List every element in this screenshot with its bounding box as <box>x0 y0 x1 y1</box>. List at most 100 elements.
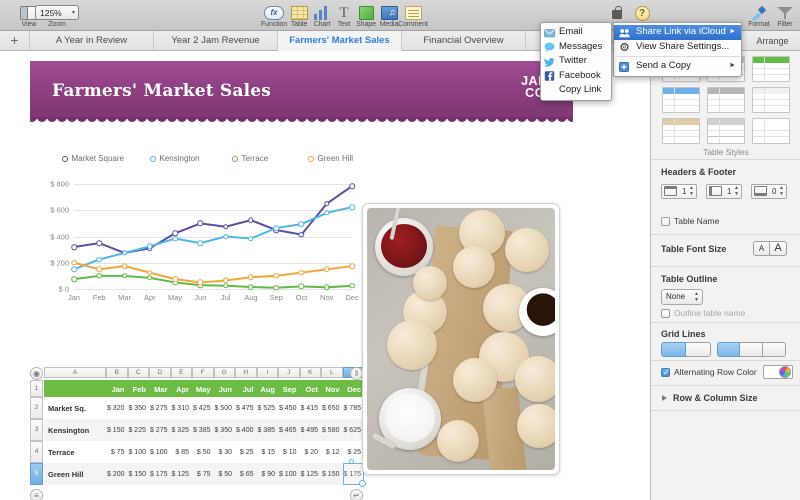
menu-item-copy-link[interactable]: Copy Link <box>541 83 611 98</box>
table-column-header-B[interactable]: B <box>106 367 128 378</box>
table-row[interactable] <box>44 397 364 419</box>
table-cell[interactable]: $ 85 <box>175 449 189 456</box>
table-cell[interactable]: $ 275 <box>149 427 168 434</box>
table-cell[interactable]: $ 350 <box>128 405 146 412</box>
table-cell[interactable]: $ 225 <box>128 427 146 434</box>
sheet-tab-farmers-market-sales[interactable]: Farmers' Market Sales <box>278 31 402 51</box>
font-size-increase-button[interactable]: A <box>770 241 787 256</box>
sidebar-tab-arrange[interactable]: Arrange <box>756 36 789 46</box>
table-outline-select[interactable]: None ▲ ▼ <box>661 289 703 305</box>
table-row-header-4[interactable]: 4 <box>30 441 43 463</box>
table-column-header-K[interactable]: K <box>299 367 321 378</box>
table-header-cell[interactable]: Feb <box>132 385 146 394</box>
table-cell[interactable]: $ 12 <box>325 449 340 456</box>
table-cell[interactable]: $ 100 <box>149 449 168 456</box>
table-header-cell[interactable]: Jul <box>242 385 254 394</box>
table-cell[interactable]: $ 150 <box>321 471 340 478</box>
table-cell[interactable]: $ 475 <box>235 405 254 412</box>
menu-item-send-a-copy[interactable]: Send a Copy ► <box>614 59 741 74</box>
table-header-cell[interactable]: Sep <box>282 385 297 394</box>
zoom-value[interactable]: 125% <box>35 5 79 20</box>
grid-inner-vertical-button[interactable] <box>740 342 763 357</box>
sheet-tab-financial-overview[interactable]: Financial Overview <box>402 31 526 51</box>
table-cell[interactable]: $ 415 <box>300 405 318 412</box>
line-chart[interactable]: Market Square Kensington Terrace Green Hill… <box>30 149 360 364</box>
outline-table-name-checkbox[interactable] <box>661 309 670 318</box>
table-cell[interactable]: $ 150 <box>128 471 146 478</box>
table-name-checkbox[interactable] <box>661 217 670 226</box>
table-cell[interactable]: $ 100 <box>128 449 146 456</box>
table-cell[interactable]: $ 450 <box>278 405 297 412</box>
table-header-cell[interactable]: Dec <box>347 385 361 394</box>
table-cell[interactable]: $ 100 <box>278 471 297 478</box>
table-cell[interactable]: $ 350 <box>214 427 232 434</box>
table-header-cell[interactable]: Mar <box>154 385 168 394</box>
selection-handle[interactable] <box>349 459 355 464</box>
grid-none-button[interactable] <box>763 342 786 357</box>
header-cols-arrows[interactable]: ▲ ▼ <box>734 185 739 197</box>
disclosure-triangle-icon[interactable] <box>662 395 667 401</box>
media-button[interactable]: Media <box>368 6 410 29</box>
table-cell[interactable]: $ 400 <box>235 427 254 434</box>
filter-button[interactable]: Filter <box>772 6 798 29</box>
format-button[interactable]: Format <box>746 6 772 29</box>
table-row-label[interactable]: Market Sq. <box>48 404 86 413</box>
table-row-header-3[interactable]: 3 <box>30 419 43 441</box>
table-cell[interactable]: $ 50 <box>196 449 211 456</box>
table-column-header-C[interactable]: C <box>127 367 149 378</box>
table-header-cell[interactable]: Oct <box>305 385 318 394</box>
table-row[interactable] <box>44 463 364 485</box>
jam-cookies-photo[interactable] <box>362 203 560 475</box>
table-style-thumb-9[interactable] <box>752 118 790 144</box>
table-row-header-1[interactable]: 1 <box>30 380 43 397</box>
table-cell[interactable]: $ 25 <box>347 449 361 456</box>
table-cell[interactable]: $ 500 <box>214 405 232 412</box>
table-row-label[interactable]: Green Hill <box>48 470 84 479</box>
table-cell[interactable]: $ 20 <box>304 449 318 456</box>
menu-item-twitter[interactable]: Twitter <box>541 54 611 69</box>
table-style-thumb-8[interactable] <box>707 118 745 144</box>
table-style-thumb-6[interactable] <box>752 87 790 113</box>
grid-vertical-button[interactable] <box>686 342 711 357</box>
table-cell[interactable]: $ 425 <box>192 405 211 412</box>
table-cell[interactable]: $ 625 <box>343 427 361 434</box>
menu-item-view-share-settings[interactable]: View Share Settings... <box>614 40 741 55</box>
table-header-cell[interactable]: Jun <box>218 385 232 394</box>
title-banner[interactable]: Farmers' Market Sales JAM CO <box>30 61 573 119</box>
table-cell[interactable]: $ 10 <box>282 449 297 456</box>
table-row-label[interactable]: Kensington <box>48 426 90 435</box>
color-wheel-icon[interactable] <box>779 366 791 378</box>
add-row-col-knob[interactable]: ◉ <box>30 367 43 380</box>
data-table[interactable]: ABCDEFGHIJKLM12345JanFebMarAprMayJunJulA… <box>30 367 366 500</box>
table-column-header-D[interactable]: D <box>149 367 171 378</box>
table-cell[interactable]: $ 785 <box>343 405 361 412</box>
comment-button[interactable]: Comment <box>390 6 436 29</box>
table-cell[interactable]: $ 275 <box>149 405 168 412</box>
table-column-header-H[interactable]: H <box>235 367 257 378</box>
table-cell[interactable]: $ 650 <box>321 405 340 412</box>
table-cell[interactable]: $ 30 <box>218 449 232 456</box>
table-cell[interactable]: $ 320 <box>106 405 125 412</box>
table-column-header-J[interactable]: J <box>278 367 300 378</box>
menu-item-share-link-icloud[interactable]: Share Link via iCloud ► <box>614 25 741 40</box>
table-cell[interactable]: $ 150 <box>106 427 125 434</box>
footer-rows-arrows[interactable]: ▲ ▼ <box>779 185 784 197</box>
table-header-cell[interactable]: May <box>195 385 211 394</box>
table-cell[interactable]: $ 175 <box>149 471 168 478</box>
help-button[interactable]: ? <box>630 6 654 21</box>
table-row-header-2[interactable]: 2 <box>30 397 43 419</box>
add-column-knob[interactable]: ↵ <box>350 489 363 500</box>
menu-item-email[interactable]: Email <box>541 25 611 40</box>
header-rows-stepper[interactable]: 1 ▲ ▼ <box>661 184 697 199</box>
shape-button[interactable]: Shape <box>345 6 387 29</box>
header-rows-arrows[interactable]: ▲ ▼ <box>689 185 694 197</box>
table-cell[interactable]: $ 175 <box>343 471 361 478</box>
add-row-knob[interactable]: ≡ <box>30 489 43 500</box>
table-cell[interactable]: $ 495 <box>300 427 318 434</box>
table-cell[interactable]: $ 580 <box>321 427 340 434</box>
table-column-header-L[interactable]: L <box>321 367 343 378</box>
table-row[interactable] <box>44 419 364 441</box>
row-column-size-section[interactable]: Row & Column Size <box>651 385 800 410</box>
menu-item-messages[interactable]: Messages <box>541 40 611 55</box>
table-style-thumb-3[interactable] <box>752 56 790 82</box>
